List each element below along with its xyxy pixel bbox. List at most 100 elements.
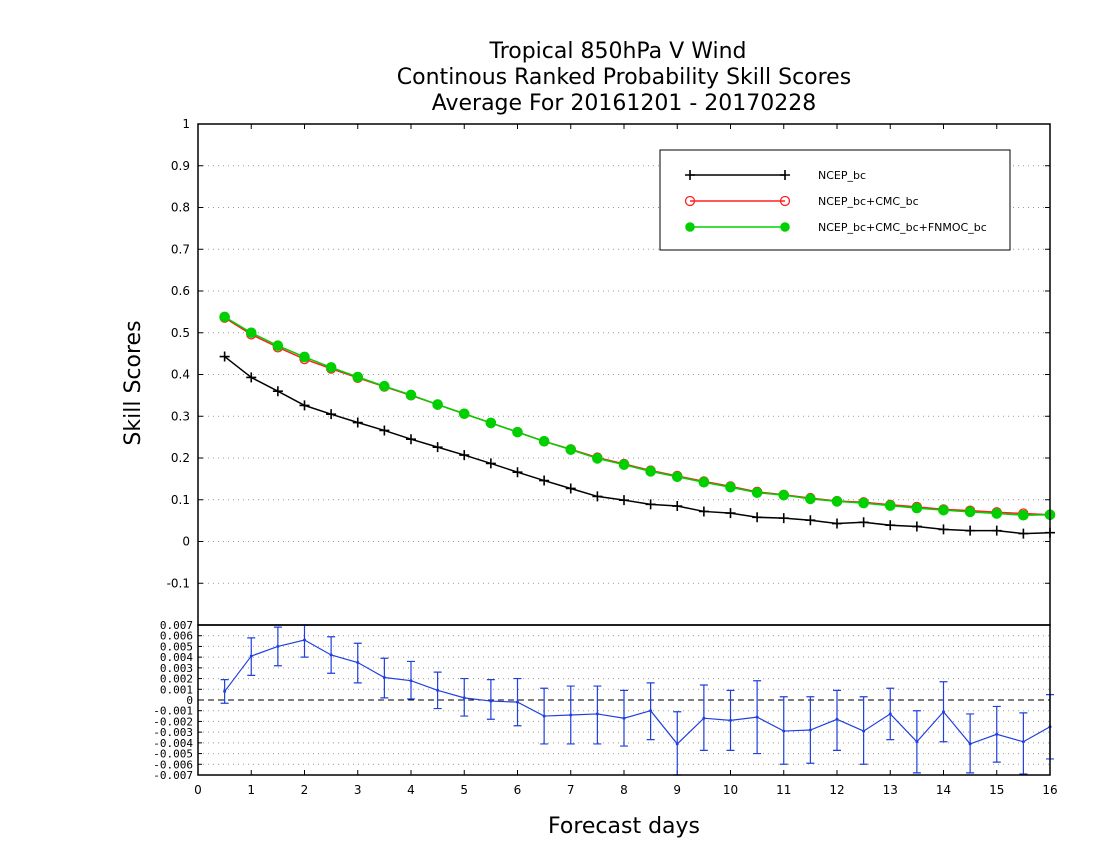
data-point-plus [965, 525, 976, 536]
y-tick-label: 0.6 [171, 284, 190, 298]
x-tick-label: 7 [567, 783, 575, 797]
data-point-filled-circle [538, 436, 550, 447]
x-tick-label: 8 [620, 783, 628, 797]
difference-point [382, 676, 386, 679]
difference-line [224, 639, 1051, 745]
difference-panel: -0.007-0.006-0.005-0.004-0.003-0.002-0.0… [153, 124, 1058, 797]
data-point-plus [1018, 528, 1029, 539]
y-tick-label: 0.9 [171, 159, 190, 173]
data-point-plus [219, 351, 230, 362]
data-point-plus [991, 525, 1002, 536]
data-point-plus [406, 434, 416, 445]
difference-point [595, 712, 599, 716]
difference-point [915, 740, 919, 744]
error-bar [1019, 712, 1028, 775]
data-point-filled-circle [219, 311, 230, 323]
x-axis-title: Forecast days [548, 814, 700, 839]
x-tick-label: 5 [460, 783, 468, 797]
data-point-plus [352, 417, 363, 428]
y-tick-label: 0 [186, 694, 193, 707]
legend-marker-open-circle [779, 195, 791, 207]
difference-point [436, 688, 440, 692]
data-point-plus [379, 425, 390, 436]
data-point-plus [698, 506, 709, 517]
difference-point [223, 689, 227, 693]
legend-marker-plus [780, 170, 790, 180]
y-tick-label: -0.001 [153, 705, 193, 718]
data-point-plus [752, 512, 763, 523]
difference-point [1021, 740, 1025, 744]
y-tick-label: 0.8 [171, 201, 190, 215]
data-point-filled-circle [805, 493, 816, 505]
difference-point [808, 728, 812, 732]
difference-point [409, 679, 413, 683]
difference-point [942, 710, 945, 714]
data-point-plus [911, 521, 922, 532]
difference-point [329, 653, 333, 657]
chart-title-line-3: Average For 20161201 - 20170228 [432, 91, 817, 116]
data-point-plus [432, 442, 443, 453]
data-point-plus [858, 517, 869, 528]
data-point-plus [246, 372, 257, 383]
difference-point [356, 661, 360, 664]
x-tick-label: 12 [829, 783, 844, 797]
difference-point [276, 644, 280, 648]
y-axis-title: Skill Scores [121, 320, 146, 445]
skill-score-panel: -0.1 0 0.1 0.2 0.3 0.4 0.5 0.6 0.7 0.8 0.9 1 NCEP_bc… [167, 117, 1056, 626]
difference-point [782, 729, 786, 733]
legend-marker-open-circle [684, 195, 696, 207]
difference-point [249, 654, 253, 658]
data-point-filled-circle [991, 508, 1003, 519]
data-point-filled-circle [485, 417, 497, 429]
y-tick-label: -0.002 [153, 715, 193, 728]
data-point-filled-circle [831, 496, 843, 507]
x-tick-label: 14 [936, 783, 951, 797]
difference-point [755, 715, 759, 719]
data-point-filled-circle [565, 444, 577, 455]
y-tick-label: 0.001 [160, 683, 193, 696]
data-point-filled-circle [299, 351, 310, 363]
legend-label: NCEP_bc [818, 169, 866, 182]
x-tick-label: 16 [1042, 783, 1057, 797]
data-point-filled-circle [592, 453, 603, 464]
data-point-filled-circle [671, 471, 683, 483]
x-tick-label: 0 [194, 783, 202, 797]
data-point-plus [832, 518, 842, 529]
y-tick-label: 0.005 [160, 640, 193, 653]
data-point-plus [619, 495, 629, 506]
y-tick-label: -0.006 [153, 758, 193, 771]
data-point-filled-circle [432, 399, 443, 410]
data-point-filled-circle [884, 500, 896, 511]
data-point-plus [459, 450, 470, 461]
data-point-filled-circle [512, 426, 523, 438]
data-point-plus [539, 475, 550, 486]
difference-point [995, 732, 999, 736]
chart-title-line-1: Tropical 850hPa V Wind [488, 39, 746, 64]
y-tick-label: -0.003 [153, 726, 193, 739]
data-point-filled-circle [1018, 509, 1029, 521]
data-point-filled-circle [272, 340, 284, 351]
data-point-filled-circle [379, 380, 390, 392]
x-tick-label: 4 [407, 783, 415, 797]
data-point-filled-circle [858, 497, 869, 509]
chart-title-line-2: Continous Ranked Probability Skill Score… [397, 65, 851, 90]
y-tick-label: 0.1 [171, 493, 190, 507]
x-tick-label: 10 [723, 783, 738, 797]
data-point-plus [938, 524, 949, 535]
y-tick-label: -0.1 [167, 576, 190, 590]
error-bar [486, 679, 495, 720]
x-tick-label: 13 [883, 783, 898, 797]
y-tick-label: 0.002 [160, 673, 193, 686]
difference-point [542, 714, 546, 718]
legend-label: NCEP_bc+CMC_bc+FNMOC_bc [818, 221, 987, 234]
y-tick-label: 0.003 [160, 662, 193, 675]
difference-point [303, 638, 306, 642]
x-tick-label: 15 [989, 783, 1004, 797]
data-point-plus [778, 513, 789, 524]
data-point-plus [512, 467, 523, 478]
x-tick-label: 1 [247, 783, 255, 797]
x-tick-label: 2 [301, 783, 309, 797]
y-tick-label: -0.005 [153, 748, 193, 761]
y-tick-label: 0.7 [171, 242, 190, 256]
